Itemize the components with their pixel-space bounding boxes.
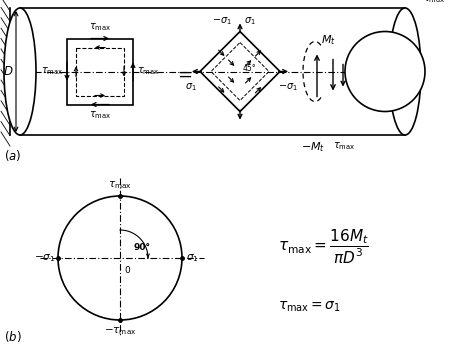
Text: $-M_t$: $-M_t$ (301, 140, 325, 154)
Text: $D$: $D$ (3, 65, 13, 78)
Text: $\tau_{\rm max} = \boldsymbol{\sigma_1}$: $\tau_{\rm max} = \boldsymbol{\sigma_1}$ (278, 300, 341, 314)
Circle shape (345, 32, 425, 111)
Text: $\sigma_1$: $\sigma_1$ (186, 252, 199, 264)
Text: $-\tau_{\rm max}$: $-\tau_{\rm max}$ (104, 325, 136, 337)
Text: $(a)$: $(a)$ (4, 148, 21, 163)
Text: $-\sigma_1$: $-\sigma_1$ (278, 81, 298, 93)
Ellipse shape (4, 8, 36, 135)
Text: 45°: 45° (243, 64, 256, 73)
Text: $(b)$: $(b)$ (4, 329, 22, 344)
Text: $-\sigma_1$: $-\sigma_1$ (34, 252, 55, 264)
Text: $\tau_{\rm max}$: $\tau_{\rm max}$ (333, 140, 356, 152)
Text: 90°: 90° (134, 244, 151, 253)
Ellipse shape (389, 8, 421, 135)
Text: $\sigma_1$: $\sigma_1$ (185, 81, 197, 93)
Text: $0$: $0$ (124, 264, 131, 275)
Text: $\tau_{\rm max}$: $\tau_{\rm max}$ (89, 22, 111, 33)
Text: $\tau_{\rm max}$: $\tau_{\rm max}$ (137, 66, 159, 77)
Text: $-\sigma_1$: $-\sigma_1$ (212, 16, 232, 27)
Text: $\tau_{\rm max}$: $\tau_{\rm max}$ (108, 179, 132, 191)
Text: $\tau$: $\tau$ (391, 53, 400, 66)
Text: $=$: $=$ (173, 64, 192, 82)
Text: $\tau_{\rm max}$: $\tau_{\rm max}$ (423, 0, 446, 5)
Text: $\tau_{\rm max} = \dfrac{16M_t}{\pi D^3}$: $\tau_{\rm max} = \dfrac{16M_t}{\pi D^3}… (278, 228, 369, 266)
Text: $M_t$: $M_t$ (321, 34, 336, 47)
Text: $\tau_{\rm max}$: $\tau_{\rm max}$ (89, 110, 111, 121)
Text: $\tau_{\rm max}$: $\tau_{\rm max}$ (40, 66, 63, 77)
Text: $\sigma_1$: $\sigma_1$ (244, 16, 256, 27)
